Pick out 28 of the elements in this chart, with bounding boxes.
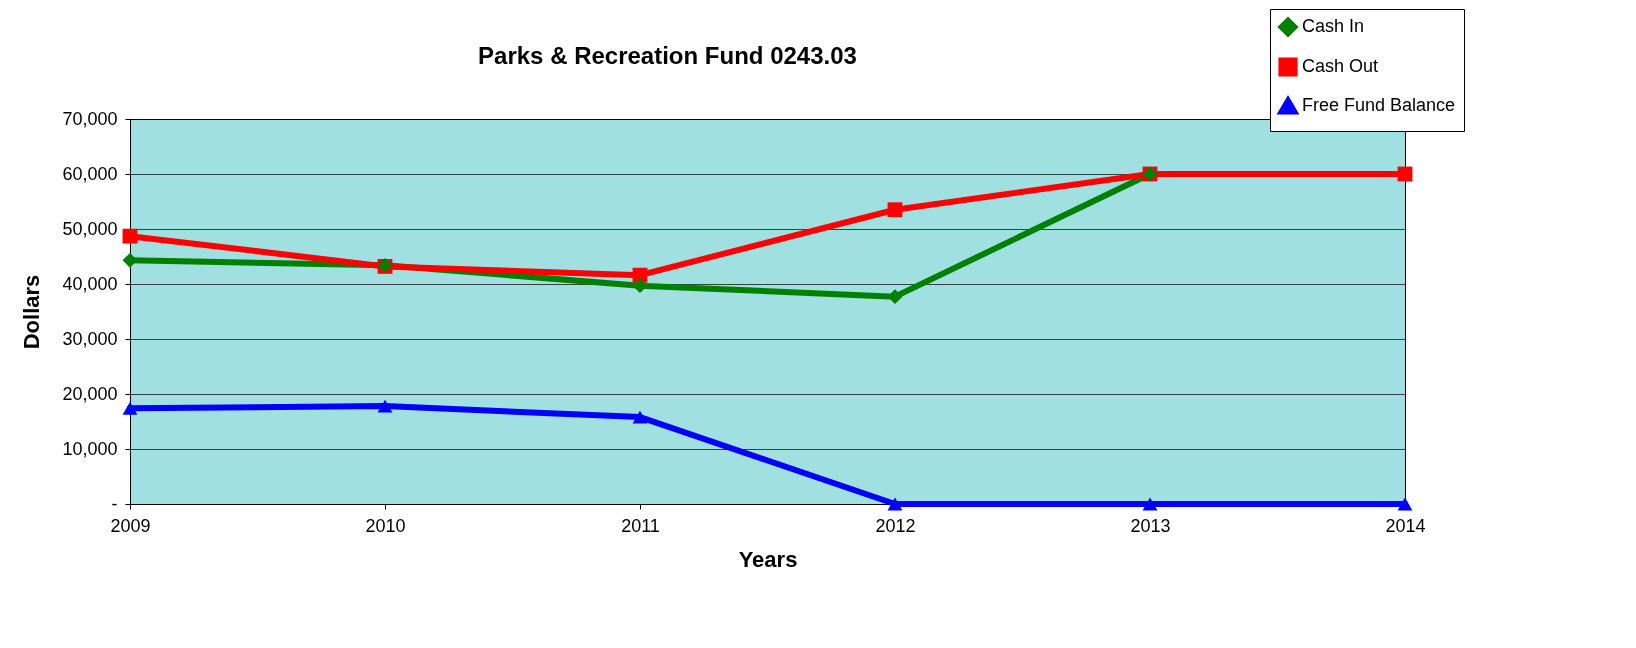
y-tick-label: 60,000 — [62, 163, 118, 184]
y-tick-label: 70,000 — [62, 108, 118, 129]
x-tick-label: 2014 — [1385, 515, 1426, 536]
point — [887, 497, 903, 511]
y-tick-label: - — [111, 493, 118, 514]
point — [632, 410, 648, 424]
point — [1397, 497, 1413, 511]
legend-label: Free Fund Balance — [1302, 95, 1456, 115]
x-tick-label: 2009 — [110, 515, 151, 536]
point — [1142, 497, 1158, 511]
y-tick-label: 50,000 — [62, 218, 118, 239]
y-axis-title: Dollars — [19, 274, 45, 350]
legend-label: Cash Out — [1302, 56, 1379, 76]
chart-title: Parks & Recreation Fund 0243.03 — [478, 41, 857, 69]
y-tick-label: 10,000 — [62, 438, 118, 459]
legend-label: Cash In — [1302, 16, 1365, 36]
x-axis-title: Years — [738, 546, 798, 572]
x-tick-label: 2013 — [1130, 515, 1171, 536]
y-tick-label: 30,000 — [62, 328, 118, 349]
point — [122, 401, 138, 415]
x-tick-label: 2012 — [875, 515, 916, 536]
y-tick-label: 40,000 — [62, 273, 118, 294]
y-tick-label: 20,000 — [62, 383, 118, 404]
x-tick-label: 2010 — [365, 515, 406, 536]
x-tick-label: 2011 — [621, 515, 660, 536]
point — [887, 202, 903, 218]
point — [122, 228, 138, 244]
point — [377, 399, 393, 413]
